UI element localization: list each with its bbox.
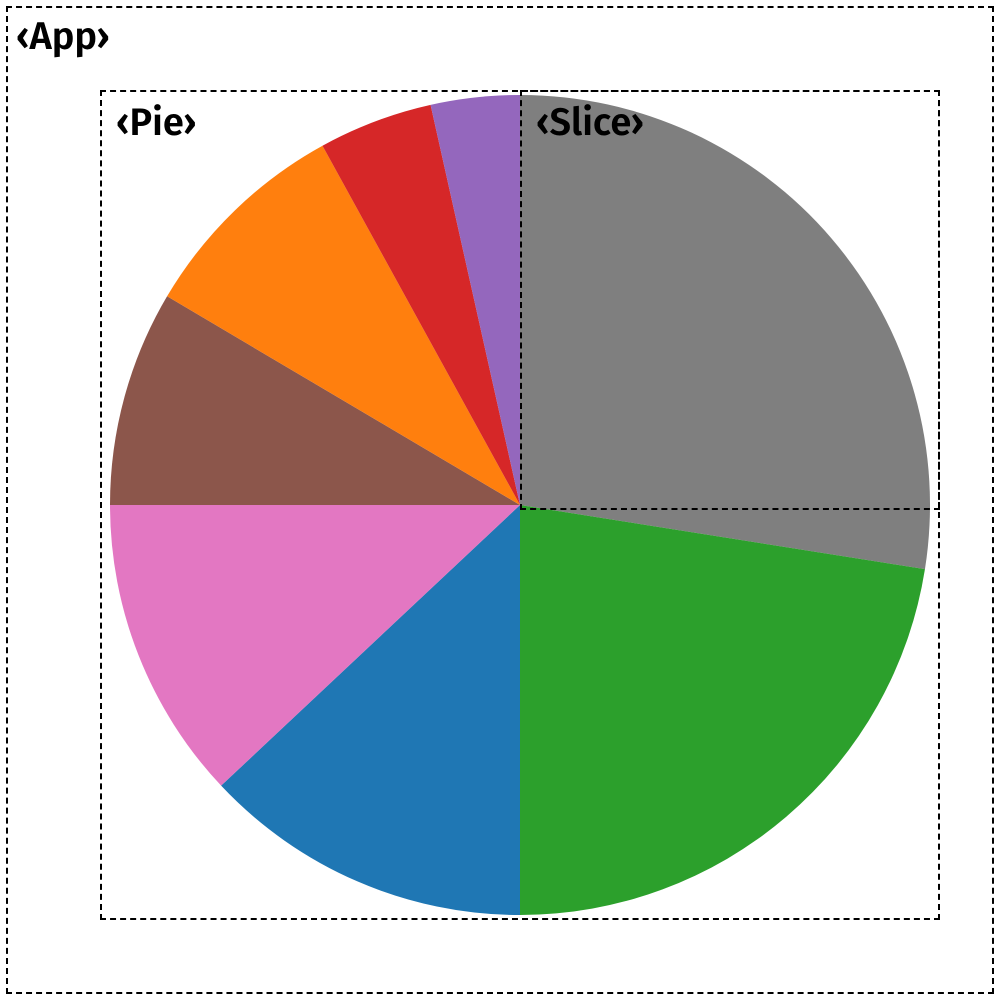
slice-container (520, 90, 940, 510)
slice-label: ‹Slice› (536, 100, 644, 146)
pie-slice-green (520, 505, 925, 915)
